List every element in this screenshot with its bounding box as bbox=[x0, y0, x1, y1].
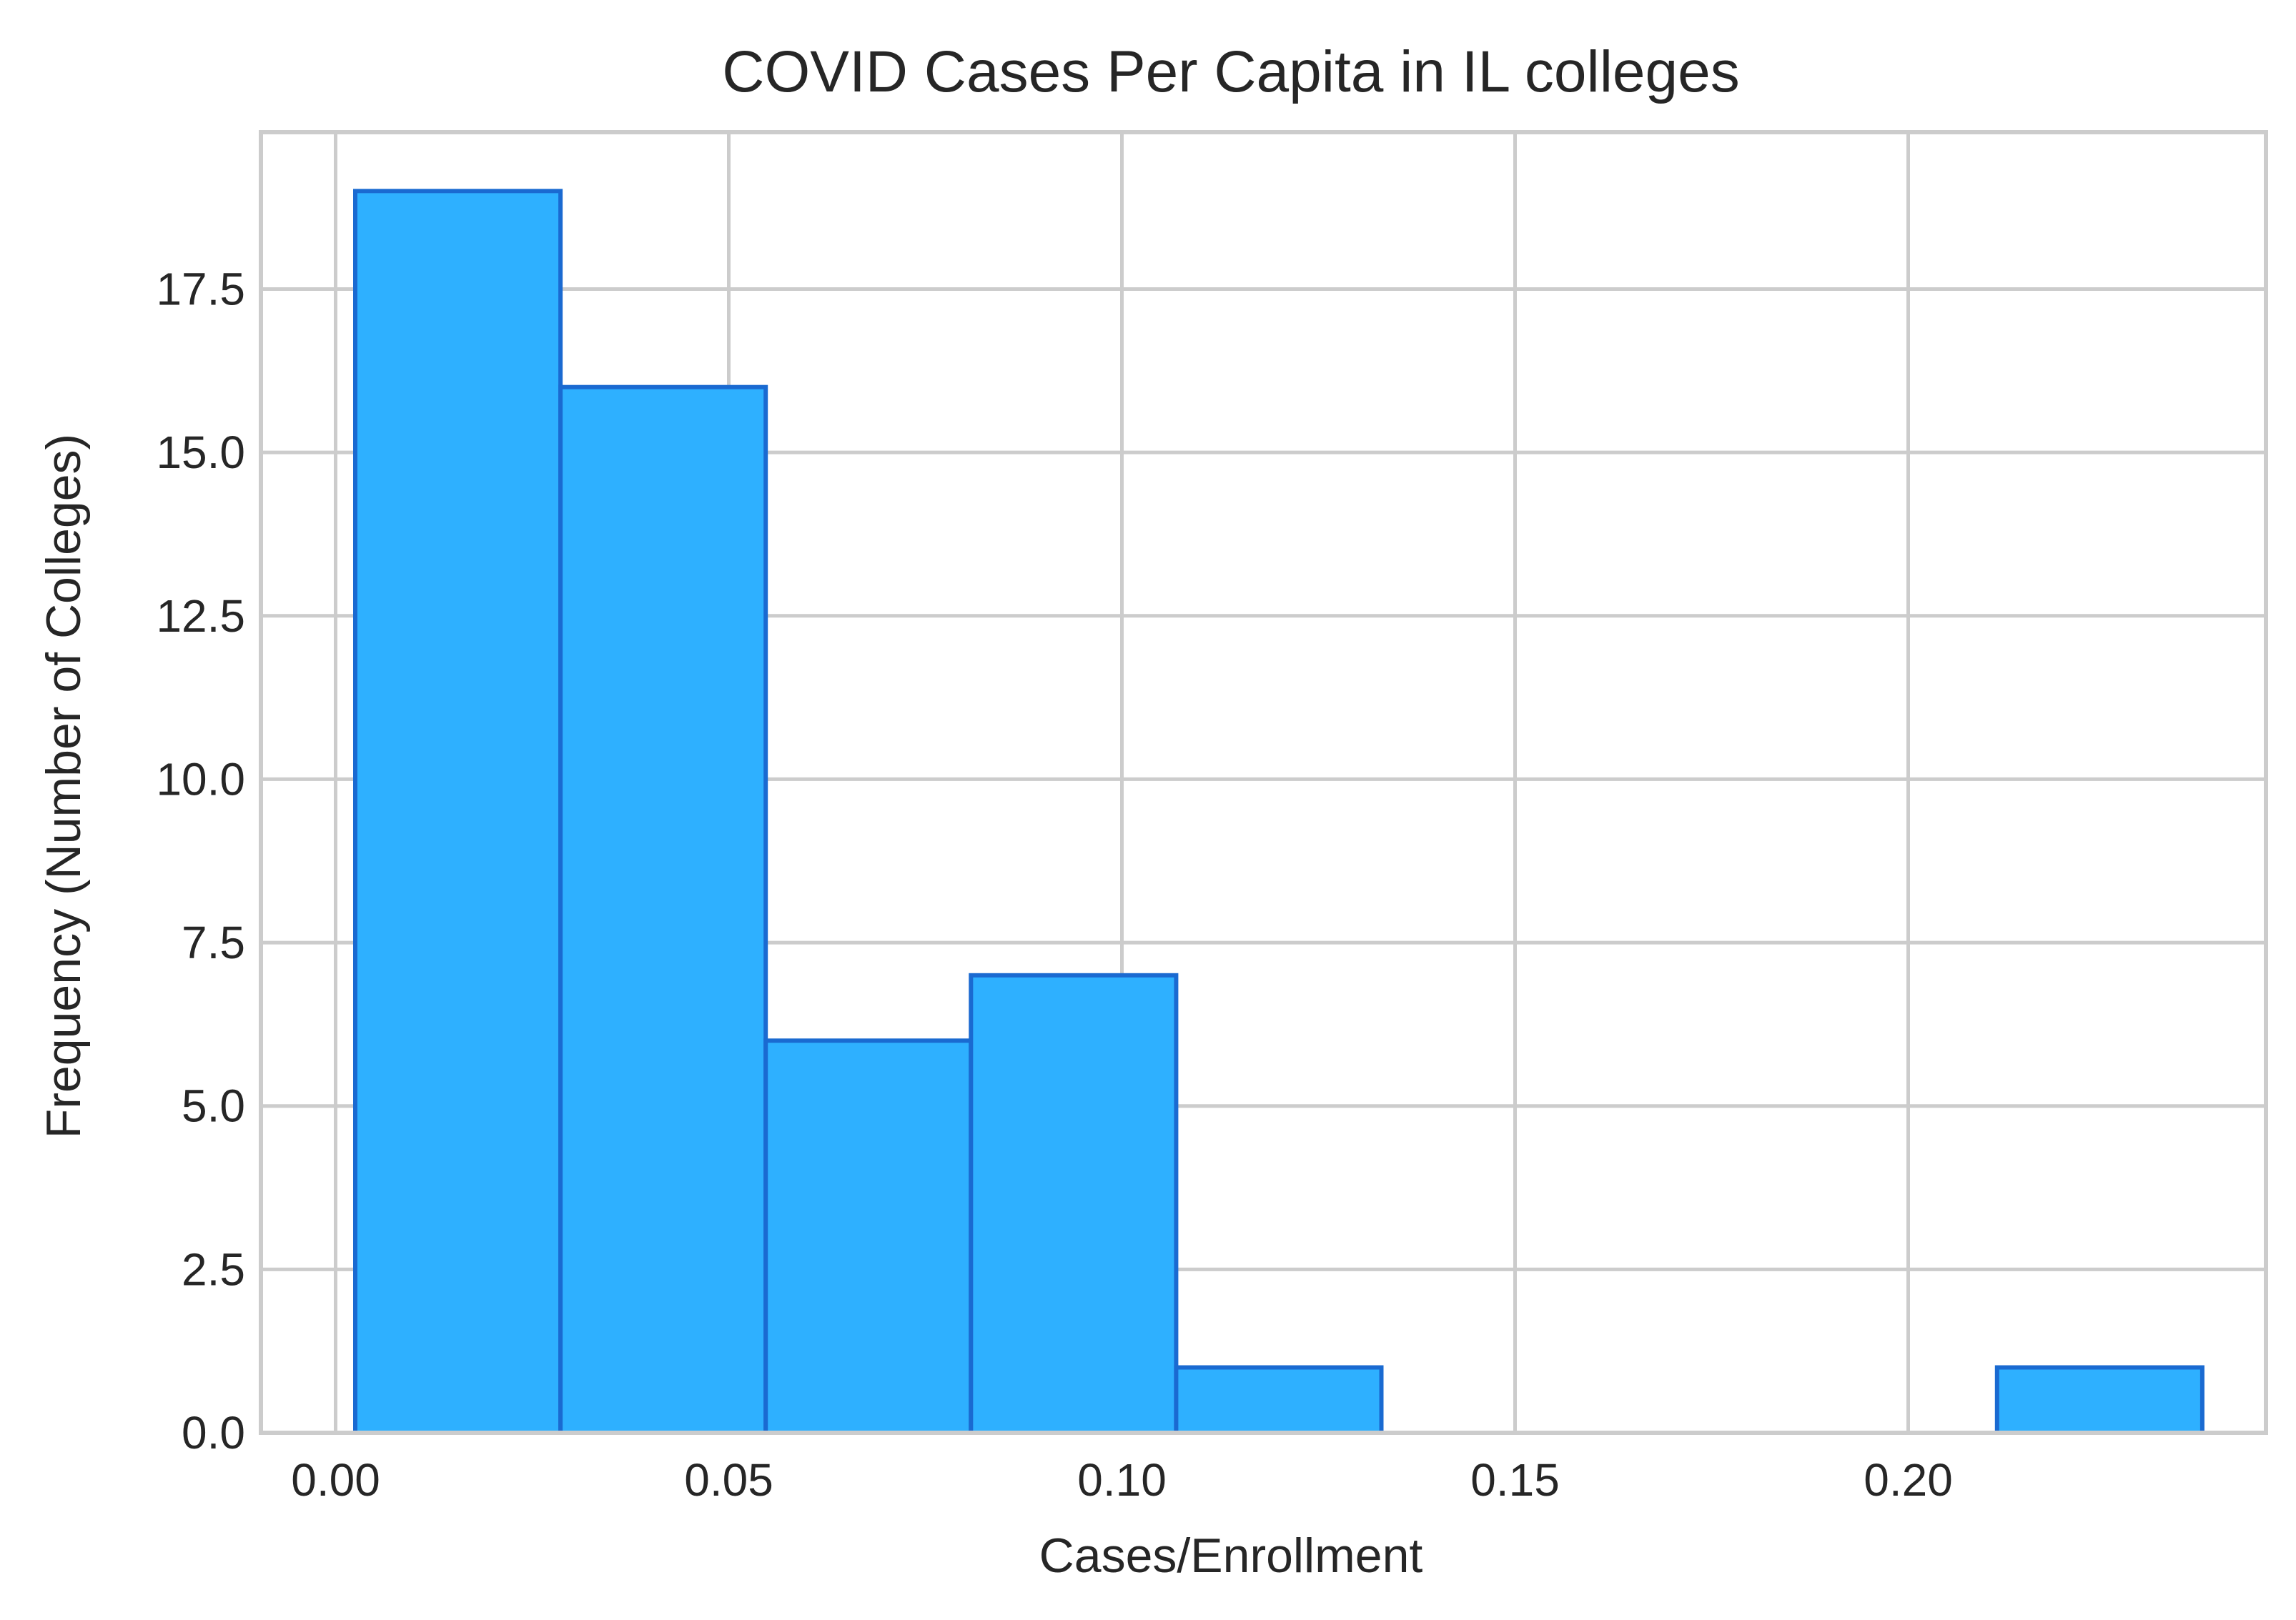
histogram-bar bbox=[969, 973, 1179, 1435]
y-tick-label: 10.0 bbox=[156, 753, 245, 805]
y-axis-label: Frequency (Number of Colleges) bbox=[36, 434, 91, 1138]
y-axis-ticks: 0.0 2.5 5.0 7.5 10.0 12.5 15.0 17.5 bbox=[156, 263, 245, 1459]
y-tick-label: 12.5 bbox=[156, 590, 245, 642]
x-axis-ticks: 0.00 0.05 0.10 0.15 0.20 bbox=[291, 1454, 1953, 1506]
histogram-bars bbox=[353, 189, 2205, 1436]
plot-frame bbox=[259, 130, 2268, 1435]
x-tick-label: 0.10 bbox=[1077, 1454, 1167, 1506]
histogram-bar bbox=[353, 189, 563, 1436]
y-tick-label: 15.0 bbox=[156, 427, 245, 478]
x-tick-label: 0.00 bbox=[291, 1454, 380, 1506]
histogram-bar bbox=[1994, 1365, 2205, 1436]
chart-title: COVID Cases Per Capita in IL colleges bbox=[722, 39, 1739, 104]
y-tick-label: 7.5 bbox=[182, 917, 245, 968]
y-tick-label: 0.0 bbox=[182, 1407, 245, 1459]
y-tick-label: 2.5 bbox=[182, 1243, 245, 1295]
y-tick-label: 5.0 bbox=[182, 1080, 245, 1132]
y-tick-label: 17.5 bbox=[156, 263, 245, 314]
x-tick-label: 0.05 bbox=[684, 1454, 773, 1506]
histogram-bar bbox=[1174, 1365, 1384, 1436]
x-tick-label: 0.20 bbox=[1864, 1454, 1953, 1506]
histogram-bar bbox=[558, 384, 768, 1435]
histogram-bar bbox=[763, 1038, 974, 1435]
x-axis-label: Cases/Enrollment bbox=[1039, 1529, 1423, 1583]
x-tick-label: 0.15 bbox=[1470, 1454, 1560, 1506]
